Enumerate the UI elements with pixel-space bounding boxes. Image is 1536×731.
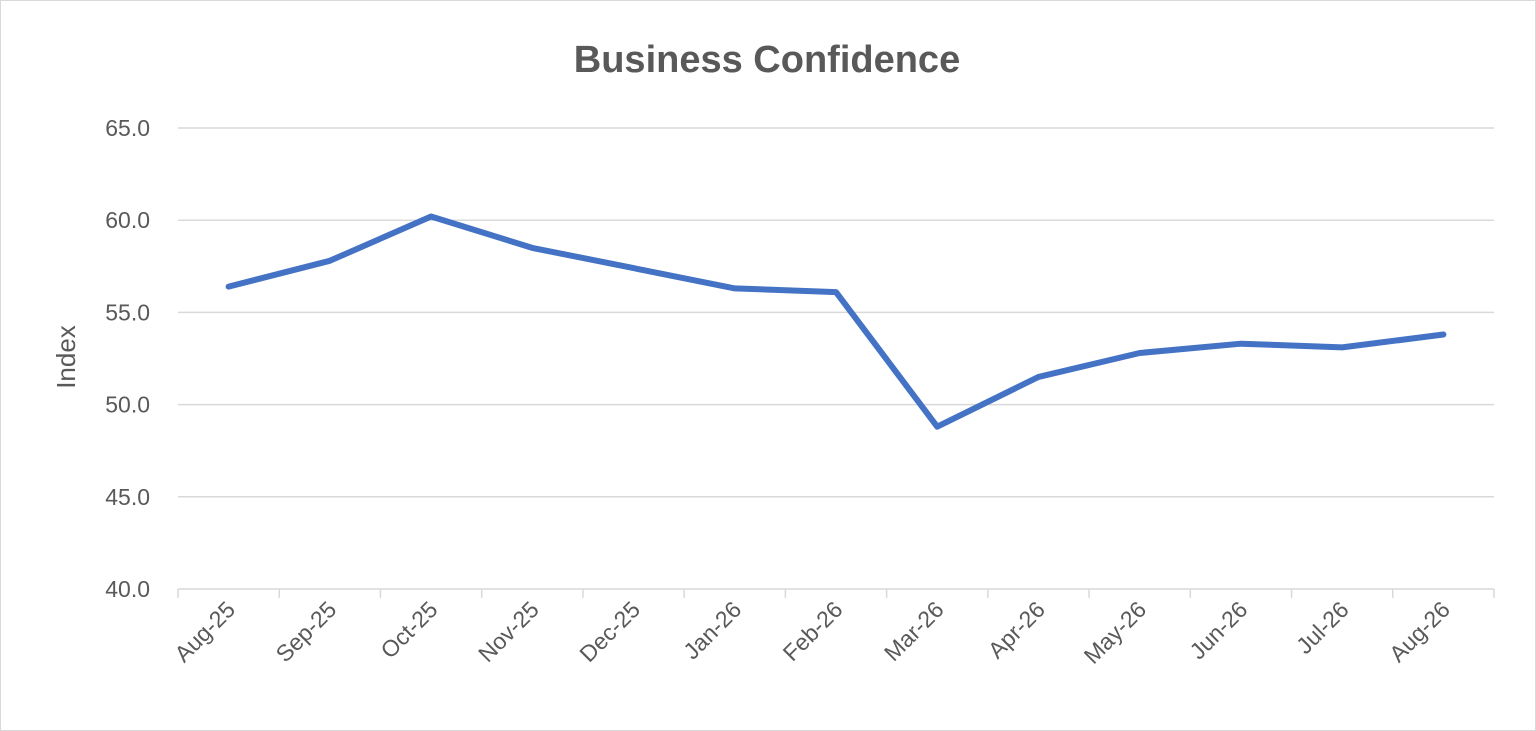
x-tick-label: Jun-26: [1184, 596, 1252, 664]
x-tick-label: Feb-26: [778, 596, 848, 666]
chart-title: Business Confidence: [574, 39, 960, 81]
x-tick-label: Apr-26: [983, 596, 1050, 663]
y-tick-label: 55.0: [105, 299, 150, 325]
x-tick-label: Dec-25: [574, 596, 645, 667]
y-axis-ticks: 40.0 45.0 50.0 55.0 60.0 65.0: [105, 115, 150, 602]
series-line: [225, 213, 1447, 430]
x-tick-label: Jan-26: [678, 596, 746, 664]
x-tick-label: Jul-26: [1291, 596, 1354, 659]
y-tick-label: 45.0: [105, 484, 150, 510]
y-tick-label: 65.0: [105, 115, 150, 141]
gridlines: [178, 127, 1494, 498]
x-tick-label: Mar-26: [879, 596, 949, 666]
x-tick-label: Nov-25: [473, 596, 544, 667]
series-group: [225, 213, 1447, 430]
y-tick-label: 40.0: [105, 576, 150, 602]
x-tick-label: Oct-25: [375, 596, 442, 663]
x-tick-label: May-26: [1079, 596, 1152, 669]
x-tick-label: Aug-25: [169, 596, 240, 667]
y-tick-label: 60.0: [105, 207, 150, 233]
x-tick-label: Sep-25: [271, 596, 342, 667]
y-tick-label: 50.0: [105, 392, 150, 418]
x-tick-label: Aug-26: [1384, 596, 1455, 667]
x-axis: Aug-25 Sep-25 Oct-25 Nov-25 Dec-25 Jan-26 Feb-…: [169, 588, 1495, 669]
y-axis-label: Index: [51, 325, 81, 389]
